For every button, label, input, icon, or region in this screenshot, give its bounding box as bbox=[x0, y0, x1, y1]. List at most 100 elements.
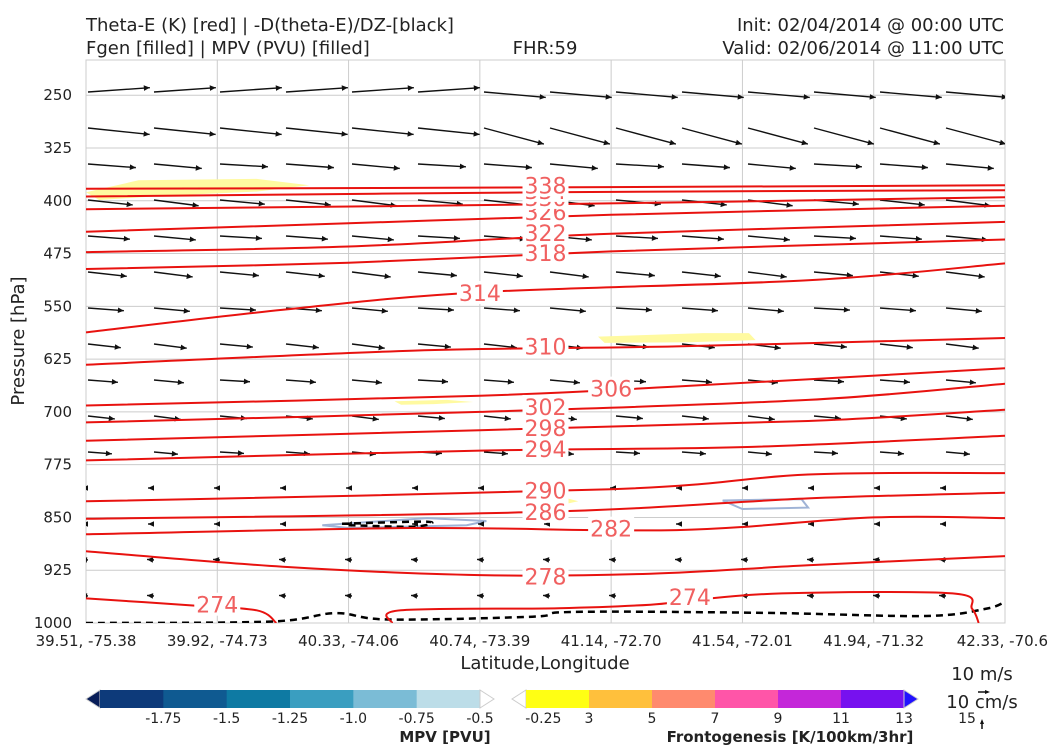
wind-vector-head bbox=[921, 164, 928, 170]
wind-vector-shaft bbox=[945, 163, 994, 170]
wind-vector-shaft bbox=[219, 163, 268, 168]
fgen-colorbar-tick-label: 3 bbox=[585, 711, 594, 727]
wind-vector bbox=[874, 485, 880, 491]
wind-vector-head bbox=[180, 344, 187, 351]
theta-e-label: 302 bbox=[525, 396, 567, 421]
wind-vector bbox=[344, 557, 353, 563]
wind-vector-head bbox=[605, 94, 612, 100]
wind-vector bbox=[278, 593, 287, 599]
wind-vector bbox=[410, 593, 419, 599]
theta-e-label: 314 bbox=[459, 282, 501, 307]
wind-vector-shaft bbox=[87, 86, 150, 93]
mpv-colorbar-tick-label: -1.25 bbox=[272, 711, 308, 727]
wind-vector-head bbox=[831, 450, 838, 456]
theta-e-label: 310 bbox=[525, 335, 567, 360]
wind-vector bbox=[608, 557, 617, 563]
wind-vector-head bbox=[837, 378, 844, 385]
wind-vector-shaft bbox=[879, 235, 922, 240]
wind-vector bbox=[351, 235, 394, 243]
wind-vector bbox=[351, 127, 414, 137]
wind-vector-head bbox=[86, 593, 88, 599]
wind-vector bbox=[945, 163, 994, 171]
wind-vector-head bbox=[783, 236, 790, 243]
wind-vector-head bbox=[411, 557, 418, 563]
wind-vector-head bbox=[473, 131, 480, 137]
theta-e-label-background bbox=[588, 516, 635, 540]
wind-vector bbox=[483, 307, 520, 314]
wind-vector-head bbox=[341, 131, 348, 137]
wind-vector-head bbox=[777, 308, 784, 314]
wind-vector bbox=[945, 415, 973, 422]
wind-vector bbox=[806, 557, 815, 563]
fgen-colorbar-extend-high bbox=[903, 689, 919, 709]
wind-vector bbox=[872, 593, 881, 599]
wind-vector bbox=[278, 557, 287, 563]
wind-vector-head bbox=[453, 235, 460, 241]
wind-vector-shaft bbox=[285, 127, 348, 136]
wind-vector bbox=[219, 85, 282, 93]
wind-vector-shaft bbox=[153, 163, 202, 170]
wind-vector-head bbox=[261, 163, 268, 170]
wind-vector-head bbox=[675, 557, 682, 563]
wind-vector-head bbox=[849, 235, 856, 241]
wind-vector-head bbox=[774, 344, 781, 351]
theta-e-contour-line bbox=[86, 491, 1005, 520]
wind-vector-shaft bbox=[351, 235, 394, 241]
wind-vector-head bbox=[918, 201, 925, 208]
wind-vector-head bbox=[327, 164, 334, 170]
wind-vector bbox=[681, 379, 712, 385]
stability-contours bbox=[86, 520, 1005, 623]
wind-vector-shaft bbox=[417, 163, 466, 168]
wind-vector bbox=[417, 306, 454, 313]
mpv-colorbar-segment bbox=[290, 690, 354, 708]
y-tick-label: 700 bbox=[43, 403, 72, 421]
theta-e-contour-line bbox=[86, 471, 1005, 503]
theta-e-label-background bbox=[522, 416, 569, 440]
wind-vector-head bbox=[393, 165, 400, 171]
wind-vector-shaft bbox=[747, 307, 784, 313]
wind-vector bbox=[615, 450, 641, 456]
wind-vector bbox=[219, 378, 250, 385]
wind-vector bbox=[681, 271, 721, 279]
wind-vector-shaft bbox=[813, 271, 853, 277]
vector-key-horizontal-arrowhead bbox=[985, 690, 990, 694]
wind-vector-shaft bbox=[153, 86, 216, 93]
wind-vector-head bbox=[243, 378, 250, 385]
title-line1: Theta-E (K) [red] | -D(theta-E)/DZ-[blac… bbox=[85, 15, 454, 36]
theta-e-label: 282 bbox=[590, 518, 632, 543]
wind-vector bbox=[280, 521, 286, 527]
wind-vector bbox=[476, 593, 485, 599]
wind-vector-head bbox=[645, 306, 652, 313]
wind-vector bbox=[549, 163, 598, 171]
wind-vector bbox=[940, 521, 946, 527]
wind-vector bbox=[615, 235, 658, 241]
wind-vector-head bbox=[585, 236, 592, 243]
wind-vector-shaft bbox=[285, 163, 334, 169]
wind-vector bbox=[285, 379, 316, 385]
wind-vector-shaft bbox=[879, 199, 925, 206]
wind-vector-head bbox=[765, 450, 772, 457]
wind-vector-head bbox=[192, 202, 199, 208]
wind-vector-head bbox=[345, 593, 352, 599]
wind-vector-head bbox=[657, 163, 664, 170]
wind-vector-shaft bbox=[417, 271, 457, 277]
wind-vector bbox=[879, 450, 904, 457]
x-tick-label: 41.94, -71.32 bbox=[823, 632, 924, 650]
y-tick-label: 475 bbox=[43, 245, 72, 263]
frontogenesis-region bbox=[598, 333, 756, 343]
wind-vector-shaft bbox=[747, 271, 787, 278]
wind-vector bbox=[351, 163, 400, 171]
vector-key-horizontal-label: 10 m/s bbox=[951, 664, 1013, 685]
wind-vector-shaft bbox=[351, 271, 391, 278]
wind-vector-head bbox=[699, 450, 706, 457]
y-tick-label: 850 bbox=[43, 508, 72, 526]
theta-e-label-background bbox=[522, 478, 569, 502]
y-tick-label: 1000 bbox=[34, 614, 72, 632]
y-tick-label: 775 bbox=[43, 456, 72, 474]
wind-vector-head bbox=[214, 521, 220, 527]
wind-vector bbox=[87, 415, 115, 422]
wind-vector-head bbox=[579, 308, 586, 314]
wind-vector-head bbox=[147, 593, 154, 599]
wind-vector-head bbox=[171, 450, 178, 457]
wind-vector-shaft bbox=[813, 127, 875, 145]
